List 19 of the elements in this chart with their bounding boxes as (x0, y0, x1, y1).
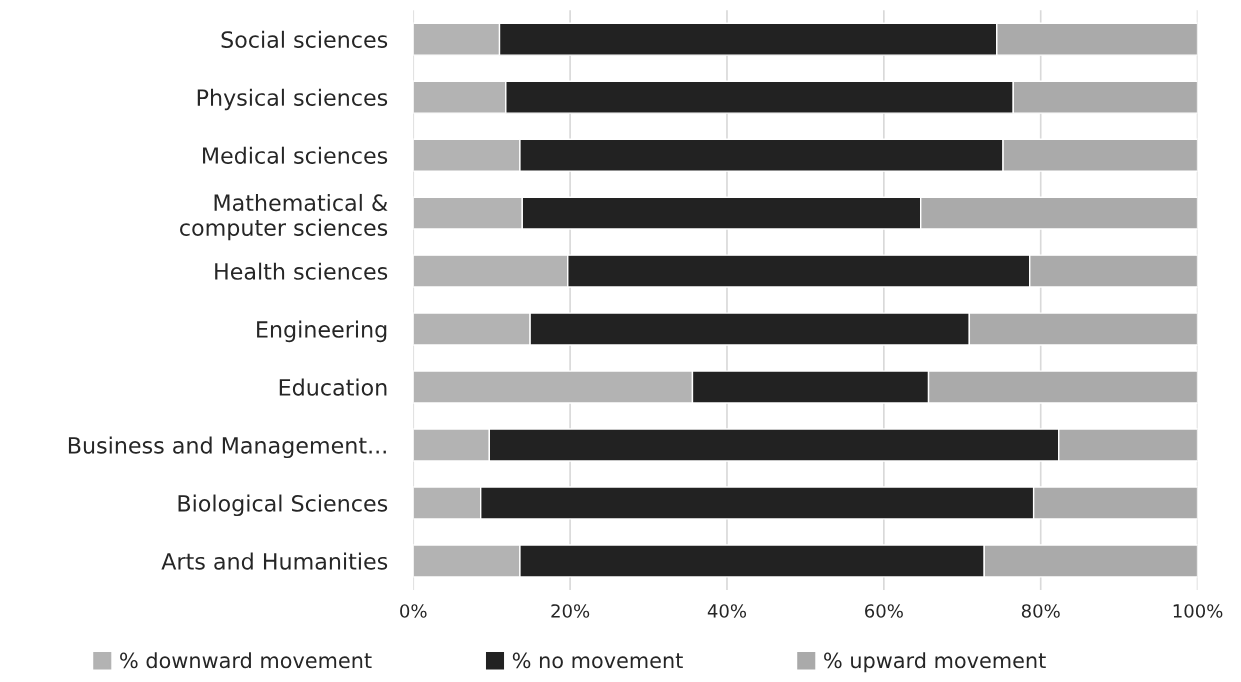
x-tick-label: 80% (1021, 604, 1060, 618)
x-tick-label: 100% (1173, 604, 1223, 618)
y-tick-label: Arts and Humanities (161, 552, 388, 570)
y-tick-label: Physical sciences (197, 88, 388, 111)
y-tick-label: Business and Management... (68, 436, 386, 459)
y-tick-label: Health sciences (215, 262, 388, 280)
y-tick-label: Engineering (257, 320, 387, 343)
y-tick-label: Education (279, 378, 387, 396)
legend-label: % upward movement (824, 652, 1046, 673)
y-tick-label: Social sciences (221, 30, 388, 48)
x-tick-label: 40% (707, 604, 747, 618)
legend-label: % no movement (512, 652, 683, 669)
x-tick-label: 60% (865, 604, 903, 618)
x-tick-label: 0% (400, 604, 427, 618)
y-tick-label: Biological Sciences (178, 494, 388, 517)
legend-label: % downward movement (120, 652, 372, 669)
x-tick-label: 20% (551, 604, 590, 618)
y-tick-label: Medical sciences (203, 146, 388, 164)
y-tick-label: Mathematical & computer sciences (180, 193, 388, 241)
